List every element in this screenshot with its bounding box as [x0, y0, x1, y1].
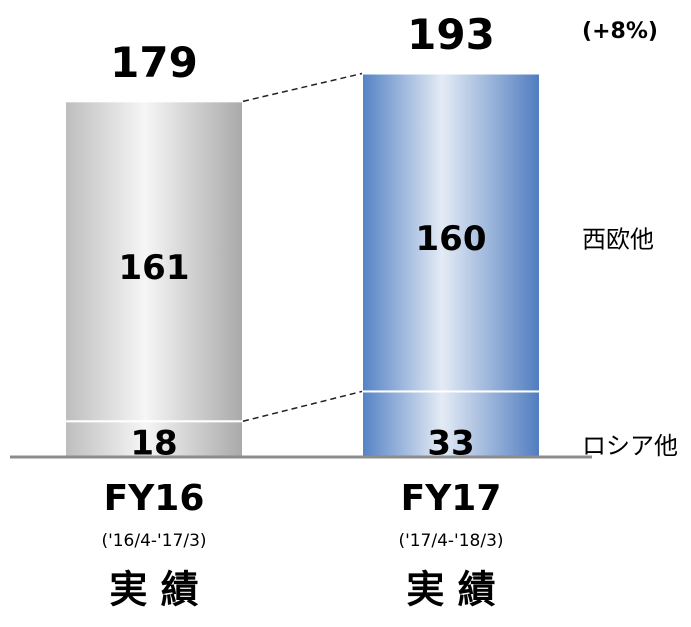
category-note: 実 績: [406, 568, 495, 612]
total-label: 193: [407, 10, 495, 59]
total-label: 179: [110, 38, 198, 87]
bar-segment: [64, 100, 244, 423]
category-note: 実 績: [109, 568, 198, 612]
connector: [242, 390, 363, 422]
category-label: FY17: [401, 478, 502, 519]
category-label: FY16: [104, 478, 205, 519]
connector: [242, 72, 363, 103]
series-label: 西欧他: [582, 225, 654, 253]
bar-segment: [361, 390, 541, 458]
annotation: (+8%): [582, 19, 658, 44]
bar-segment: [64, 420, 244, 458]
series-label: ロシア他: [582, 432, 678, 460]
bar-segment: [361, 72, 541, 393]
segment-label: 160: [416, 219, 487, 259]
period-label: ('16/4-'17/3): [101, 531, 206, 551]
segment-label: 161: [119, 248, 190, 288]
period-label: ('17/4-'18/3): [398, 531, 503, 551]
